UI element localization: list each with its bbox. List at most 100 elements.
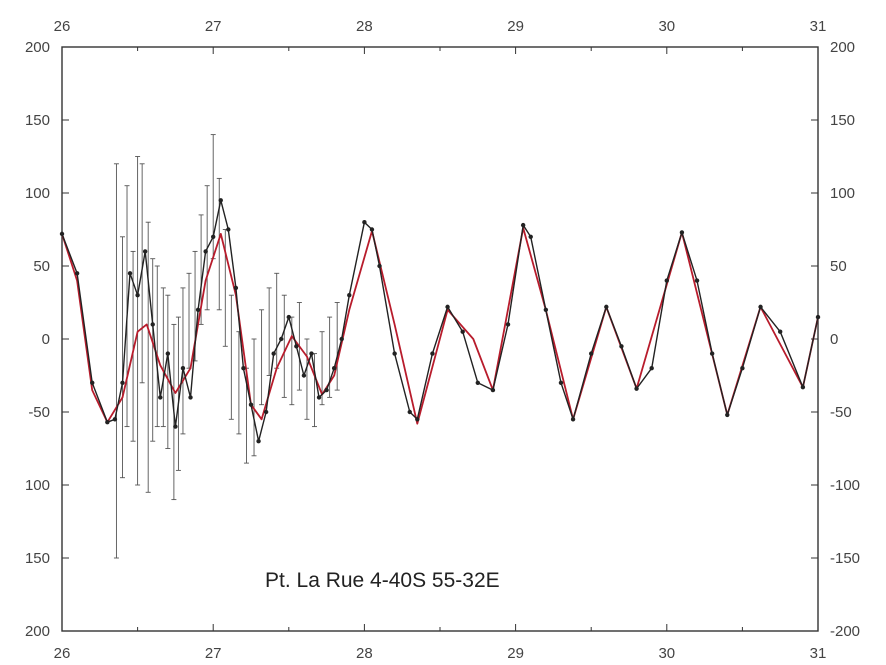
observation-point	[165, 351, 171, 356]
observation-point	[392, 351, 397, 356]
x-top-tick-label: 26	[54, 18, 71, 35]
observation-points	[59, 198, 821, 444]
observation-point	[800, 384, 806, 390]
observation-point	[120, 380, 125, 385]
observation-point	[218, 198, 223, 203]
observation-point	[679, 230, 685, 235]
observation-point	[271, 351, 276, 356]
observation-point	[725, 412, 730, 418]
observation-point	[377, 263, 382, 269]
observation-point	[286, 314, 291, 320]
y-left-tick-label: 100	[25, 477, 50, 494]
observation-point	[316, 395, 322, 400]
observation-point	[241, 366, 246, 371]
x-axis-bottom-labels: 26 27 28 29 30 31	[54, 645, 827, 662]
observation-point	[233, 285, 239, 291]
x-bottom-tick-label: 29	[507, 645, 524, 662]
y-right-tick-label: -50	[830, 404, 852, 421]
observation-point	[112, 417, 118, 422]
observation-point	[188, 395, 193, 400]
observation-point	[664, 278, 669, 283]
observation-point	[279, 336, 284, 342]
observation-point	[195, 307, 201, 312]
predicted-series-line	[61, 227, 819, 425]
x-bottom-tick-label: 26	[54, 645, 71, 662]
error-bars	[113, 134, 340, 559]
y-left-tick-label: 0	[42, 331, 50, 348]
y-left-tick-label: 150	[25, 550, 50, 567]
y-left-tick-label: 200	[25, 39, 50, 56]
observation-point	[604, 304, 609, 310]
x-bottom-tick-label: 28	[356, 645, 373, 662]
y-right-tick-label: 150	[830, 112, 855, 129]
observation-point	[59, 231, 65, 237]
y-right-tick-label: 0	[830, 331, 838, 348]
observation-point	[460, 329, 465, 334]
observation-point	[226, 227, 231, 232]
y-axis-left-labels: 200 150 100 50 0 -50 100 150 200	[25, 39, 50, 640]
observed-series-line	[61, 199, 819, 442]
observation-point	[173, 424, 178, 429]
y-left-tick-label: 50	[33, 258, 50, 275]
observation-point	[490, 387, 496, 393]
observation-point	[74, 271, 80, 276]
x-top-tick-label: 30	[658, 18, 675, 35]
y-right-tick-label: -200	[830, 623, 860, 640]
x-top-tick-label: 29	[507, 18, 524, 35]
x-top-tick-label: 27	[205, 18, 222, 35]
x-top-tick-label: 31	[810, 18, 827, 35]
observation-point	[740, 366, 745, 371]
observation-point	[589, 351, 594, 356]
observation-point	[758, 304, 763, 310]
observation-point	[634, 386, 639, 391]
x-bottom-tick-label: 27	[205, 645, 222, 662]
observation-point	[150, 322, 155, 327]
station-annotation: Pt. La Rue 4-40S 55-32E	[265, 569, 500, 592]
observation-point	[649, 366, 654, 371]
observation-point	[105, 420, 110, 425]
y-axis-right-labels: 200 150 100 50 0 -50 -100 -150 -200	[830, 39, 860, 640]
observation-point	[694, 278, 700, 283]
series-layer	[61, 199, 819, 442]
observation-point	[558, 380, 564, 385]
observation-point	[407, 409, 412, 415]
observation-point	[211, 234, 216, 239]
observation-point	[301, 373, 307, 378]
observation-point	[324, 387, 329, 393]
y-left-tick-label: 150	[25, 112, 50, 129]
observation-point	[158, 395, 163, 400]
observation-point	[475, 380, 480, 385]
observation-point	[256, 439, 261, 444]
y-right-tick-label: 200	[830, 39, 855, 56]
y-left-tick-label: -50	[28, 404, 50, 421]
observation-point	[203, 249, 208, 254]
observation-point	[127, 271, 133, 276]
x-bottom-tick-label: 30	[658, 645, 675, 662]
y-right-tick-label: 100	[830, 185, 855, 202]
x-axis-top-labels: 26 27 28 29 30 31	[54, 18, 827, 35]
x-top-tick-label: 28	[356, 18, 373, 35]
observation-point	[90, 380, 95, 385]
y-right-tick-label: -100	[830, 477, 860, 494]
observation-point	[339, 336, 344, 342]
observation-point	[430, 351, 435, 356]
observation-point	[180, 366, 186, 371]
observation-point	[543, 307, 549, 312]
observation-point	[142, 249, 148, 254]
observation-point	[415, 417, 420, 422]
x-bottom-tick-label: 31	[810, 645, 827, 662]
y-right-tick-label: 50	[830, 258, 847, 275]
y-left-tick-label: 200	[25, 623, 50, 640]
observation-point	[248, 402, 254, 407]
observation-point	[528, 234, 533, 239]
observation-point	[294, 344, 299, 349]
observation-point	[709, 351, 715, 356]
observation-point	[570, 417, 576, 422]
observation-point	[309, 351, 314, 356]
observation-point	[263, 409, 269, 415]
observation-point	[362, 220, 367, 225]
observation-point	[505, 322, 511, 327]
observation-point	[445, 304, 450, 310]
y-right-tick-label: -150	[830, 550, 860, 567]
